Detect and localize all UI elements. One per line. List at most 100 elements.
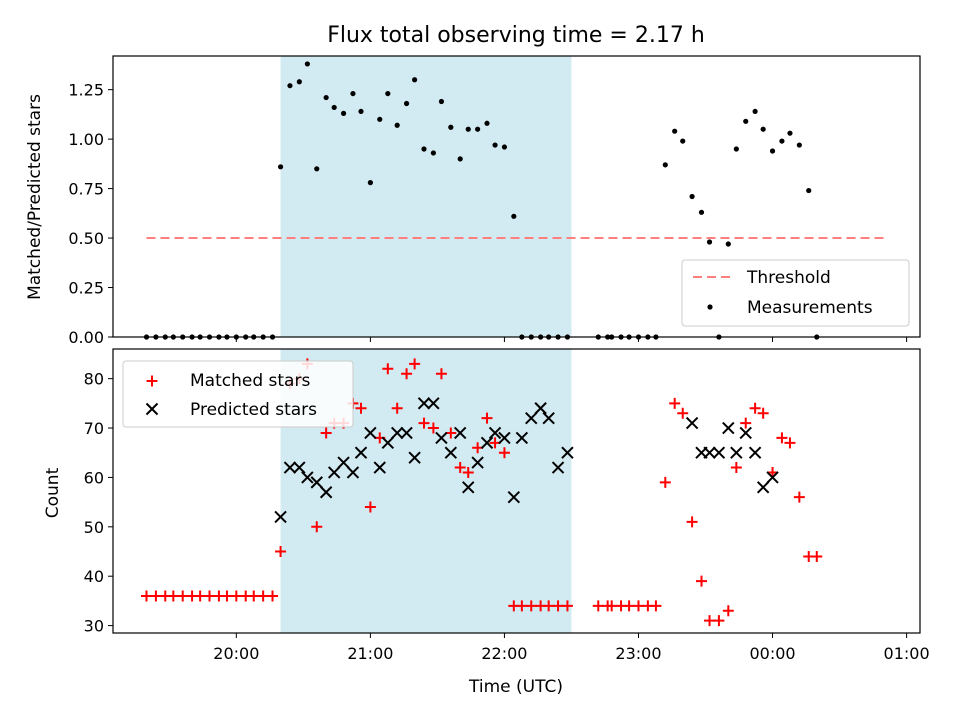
matched-star-point [454, 462, 466, 474]
x-tick-label: 00:00 [749, 644, 795, 663]
matched-star-point [275, 546, 287, 558]
measurement-point [340, 110, 347, 116]
predicted-star-point [283, 461, 297, 474]
predicted-star-point [551, 461, 565, 474]
top-legend: Threshold Measurements [681, 259, 910, 327]
measurement-point [706, 239, 713, 245]
predicted-star-point [471, 456, 484, 469]
matched-star-point [784, 437, 796, 449]
matched-star-point [543, 600, 555, 612]
measurement-point [367, 180, 373, 186]
matched-star-point [230, 590, 242, 602]
measurement-point [412, 77, 418, 83]
measurement-point [698, 209, 705, 215]
legend-matched-label: Matched stars [190, 371, 310, 391]
predicted-star-point [534, 402, 547, 415]
measurement-point [287, 83, 293, 89]
matched-star-point [749, 402, 761, 414]
measurement-point [787, 130, 793, 136]
matched-star-point [793, 491, 805, 503]
bottom-y-tick-label: 30 [84, 617, 104, 636]
bottom-y-tick-label: 80 [84, 370, 104, 389]
top-y-tick-label: 1.25 [68, 81, 104, 100]
matched-star-point [695, 575, 707, 587]
matched-star-point [525, 600, 537, 612]
matched-star-point [418, 417, 430, 429]
bottom-axes-frame [112, 348, 921, 634]
predicted-star-point [712, 446, 726, 459]
measurement-point [475, 126, 481, 132]
matched-star-point [462, 466, 474, 478]
measurement-point [511, 213, 517, 219]
measurement-point [314, 166, 320, 172]
measurement-point [358, 108, 364, 115]
matched-star-point [364, 501, 376, 513]
predicted-star-point [417, 397, 431, 410]
measurement-point [743, 118, 749, 124]
measurement-point [394, 122, 400, 128]
top-highlight-span [280, 56, 572, 337]
measurement-point [421, 146, 427, 152]
matched-star-point [686, 516, 698, 528]
legend-measurements-swatch [707, 304, 713, 310]
bottom-legend: Matched stars Predicted stars [122, 360, 354, 428]
matched-star-point [311, 521, 323, 533]
measurement-point [430, 150, 436, 156]
bottom-y-tick-label: 70 [84, 419, 104, 438]
matched-star-point [355, 402, 367, 414]
measurement-point [296, 79, 302, 85]
measurement-point [438, 98, 445, 105]
matched-star-point [167, 590, 179, 602]
matched-star-point [516, 600, 528, 612]
top-y-tick-label: 0.25 [68, 279, 104, 298]
predicted-star-point [730, 446, 743, 459]
measurement-point [465, 126, 471, 132]
top-y-tick-label: 1.00 [68, 130, 104, 149]
measurement-point [662, 162, 668, 168]
predicted-star-point [381, 436, 395, 450]
matched-star-point [776, 432, 788, 444]
predicted-star-point [354, 446, 368, 459]
matched-star-point [552, 600, 564, 612]
bottom-y-tick-label: 50 [84, 518, 104, 537]
matched-star-point [730, 462, 742, 474]
predicted-star-point [346, 466, 360, 479]
predicted-star-point [453, 426, 467, 440]
predicted-star-point [739, 426, 752, 440]
chart-title: Flux total observing time = 2.17 h [327, 23, 705, 48]
predicted-star-point [722, 421, 735, 435]
measurement-point [403, 100, 410, 107]
x-tick-label: 01:00 [884, 644, 930, 663]
matched-star-point [498, 447, 510, 459]
measurement-point [492, 142, 498, 148]
top-axes-frame [112, 55, 921, 338]
matched-star-point [382, 363, 394, 375]
predicted-star-point [373, 461, 386, 474]
matched-star-point [561, 600, 573, 612]
x-tick-label: 20:00 [213, 644, 259, 663]
matched-star-point [257, 590, 269, 602]
predicted-star-point [561, 446, 574, 459]
measurement-point [725, 241, 731, 247]
bottom-y-tick-label: 60 [84, 468, 104, 487]
matched-star-point [141, 590, 153, 602]
matched-star-point [669, 397, 681, 409]
predicted-star-point [390, 426, 404, 440]
matched-star-point [704, 615, 716, 627]
top-y-tick-label: 0.50 [68, 229, 104, 248]
predicted-star-point [685, 416, 699, 430]
matched-star-point [592, 600, 604, 612]
measurement-point [760, 126, 766, 132]
predicted-star-point [427, 397, 440, 410]
measurement-point [323, 94, 329, 101]
matched-star-point [401, 368, 413, 380]
predicted-star-point [400, 426, 413, 440]
predicted-star-point [364, 426, 377, 440]
predicted-star-point [293, 461, 306, 474]
bottom-panel: 30 40 50 60 70 80 20:00 21:00 22:00 23:00 00:00 01:… [84, 348, 930, 663]
measurement-point [733, 146, 739, 152]
predicted-star-point [274, 510, 287, 524]
matched-star-point [722, 605, 734, 617]
bottom-legend-box [122, 360, 354, 428]
